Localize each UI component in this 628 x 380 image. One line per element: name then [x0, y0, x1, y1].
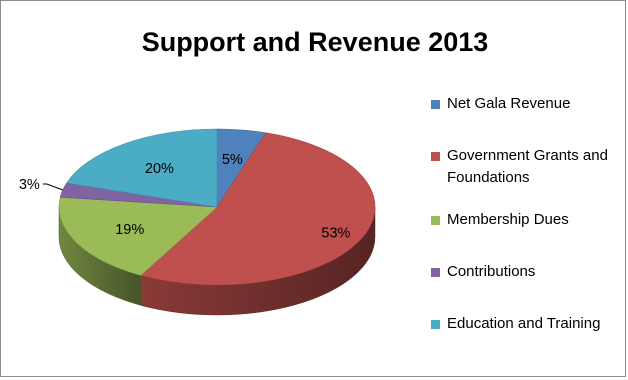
- pie-slice-membership-dues: [58, 196, 218, 276]
- data-label-net-gala-revenue: 5%: [222, 152, 243, 168]
- chart-title: Support and Revenue 2013: [141, 27, 489, 57]
- leader-line: [42, 183, 63, 191]
- data-label-education-and-training: 20%: [145, 161, 174, 177]
- legend-swatch: [431, 268, 440, 277]
- data-label-contributions: 3%: [19, 177, 40, 193]
- legend-label: Government Grants and Foundations: [447, 147, 608, 186]
- legend-label: Net Gala Revenue: [447, 95, 571, 112]
- legend-swatch: [431, 320, 440, 329]
- data-label-membership-dues: 19%: [115, 222, 144, 238]
- legend-swatch: [431, 100, 440, 109]
- data-label-government-grants-and-foundations: 53%: [321, 225, 350, 241]
- legend-swatch: [431, 216, 440, 225]
- pie-slice-government-grants-and-foundations: [140, 132, 376, 286]
- legend-label: Education and Training: [447, 315, 601, 332]
- legend-label: Membership Dues: [447, 211, 569, 228]
- legend-label: Contributions: [447, 263, 536, 280]
- pie-slice-education-and-training: [66, 128, 218, 208]
- legend-swatch: [431, 152, 440, 161]
- pie-data-labels: 5% 53% 19% 3% 20%: [19, 152, 351, 241]
- pie-top-faces: [58, 128, 376, 286]
